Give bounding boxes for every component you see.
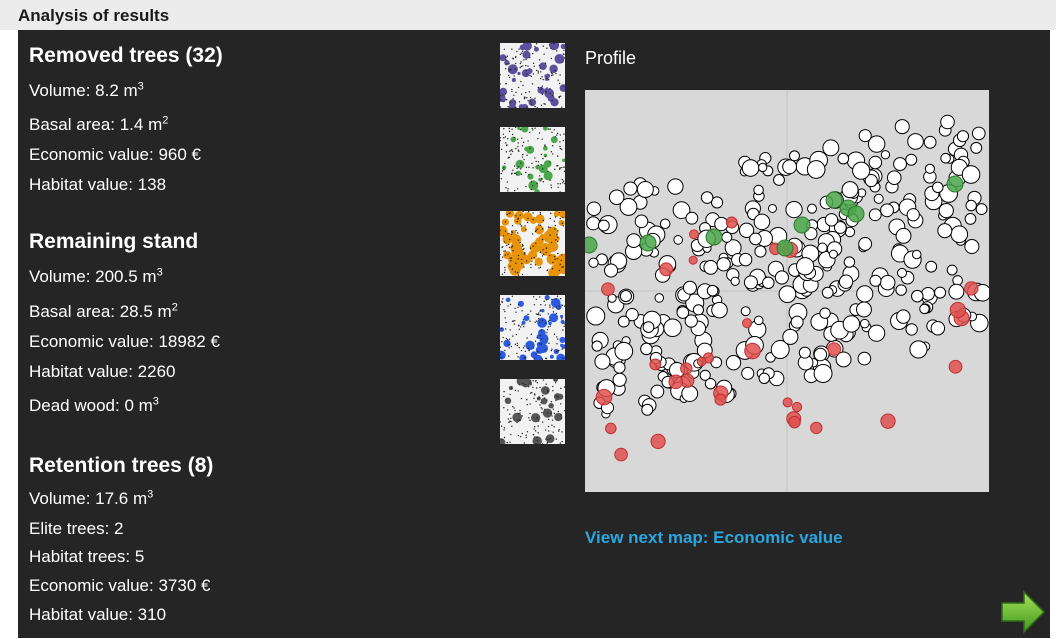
remaining-basal-area: Basal area: 28.5 m2 (29, 301, 178, 321)
right-arrow-icon[interactable] (1000, 590, 1046, 634)
retention-elite-trees: Elite trees: 2 (29, 519, 124, 538)
removed-volume: Volume: 8.2 m3 (29, 80, 144, 100)
removed-trees-title: Removed trees (32) (29, 44, 223, 67)
retention-volume: Volume: 17.6 m3 (29, 488, 154, 508)
remaining-volume: Volume: 200.5 m3 (29, 266, 163, 286)
remaining-stand-title: Remaining stand (29, 230, 199, 253)
green-map-thumbnail[interactable] (500, 127, 565, 192)
removed-basal-area: Basal area: 1.4 m2 (29, 114, 169, 134)
gray-map-thumbnail[interactable] (500, 379, 565, 444)
profile-map (580, 90, 992, 492)
view-next-map-link[interactable]: View next map: Economic value (585, 528, 843, 547)
remaining-dead-wood: Dead wood: 0 m3 (29, 395, 159, 415)
orange-map-thumbnail[interactable] (500, 211, 565, 276)
blue-map-thumbnail[interactable] (500, 295, 565, 360)
results-panel: Removed trees (32) Volume: 8.2 m3 Basal … (18, 30, 1050, 638)
retention-economic-value: Economic value: 3730 € (29, 576, 211, 595)
removed-economic-value: Economic value: 960 € (29, 145, 201, 164)
purple-map-thumbnail[interactable] (500, 43, 565, 108)
profile-label: Profile (585, 48, 637, 68)
tree-profile-plot (580, 90, 992, 492)
window-title: Analysis of results (0, 0, 1056, 30)
retention-trees-title: Retention trees (8) (29, 454, 214, 477)
remaining-economic-value: Economic value: 18982 € (29, 332, 220, 351)
retention-habitat-trees: Habitat trees: 5 (29, 547, 145, 566)
removed-habitat-value: Habitat value: 138 (29, 175, 167, 194)
remaining-habitat-value: Habitat value: 2260 (29, 362, 176, 381)
retention-habitat-value: Habitat value: 310 (29, 605, 167, 624)
